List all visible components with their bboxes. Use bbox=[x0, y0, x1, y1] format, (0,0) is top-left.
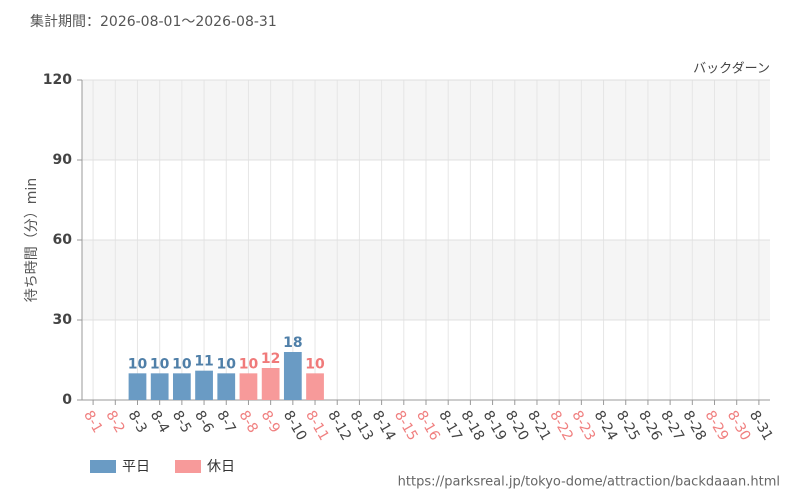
value-label: 10 bbox=[172, 356, 192, 372]
y-tick-label: 0 bbox=[62, 392, 72, 408]
y-tick-label: 60 bbox=[53, 232, 73, 248]
legend-swatch bbox=[175, 460, 201, 473]
x-tick-label: 8-7 bbox=[213, 408, 238, 436]
value-label: 11 bbox=[194, 354, 213, 370]
value-label: 10 bbox=[150, 356, 170, 372]
y-tick-label: 90 bbox=[53, 152, 73, 168]
value-label: 10 bbox=[217, 356, 237, 372]
bar bbox=[150, 373, 169, 400]
x-tick-label: 8-31 bbox=[746, 408, 776, 444]
value-label: 10 bbox=[128, 356, 148, 372]
bar bbox=[261, 368, 280, 400]
bar bbox=[283, 352, 302, 400]
legend-swatch bbox=[90, 460, 116, 473]
value-label: 10 bbox=[239, 356, 259, 372]
x-tick-label: 8-1 bbox=[80, 408, 105, 436]
legend-label: 休日 bbox=[207, 459, 235, 475]
source-url: https://parksreal.jp/tokyo-dome/attracti… bbox=[398, 475, 780, 490]
y-tick-label: 30 bbox=[53, 312, 73, 328]
y-tick-label: 120 bbox=[43, 72, 72, 88]
x-tick-label: 8-4 bbox=[147, 408, 172, 436]
value-label: 12 bbox=[261, 351, 280, 367]
bar bbox=[217, 373, 236, 400]
bar bbox=[128, 373, 147, 400]
x-tick-label: 8-2 bbox=[102, 408, 127, 436]
x-tick-label: 8-3 bbox=[125, 408, 150, 436]
value-label: 10 bbox=[305, 356, 325, 372]
x-tick-label: 8-9 bbox=[258, 408, 283, 436]
x-tick-label: 8-5 bbox=[169, 408, 194, 436]
y-axis-label: 待ち時間（分）min bbox=[24, 178, 40, 302]
x-tick-label: 8-8 bbox=[236, 408, 261, 436]
bar bbox=[306, 373, 324, 400]
bar bbox=[172, 373, 191, 400]
bar bbox=[195, 370, 213, 400]
annotation: バックダーン bbox=[693, 62, 770, 77]
bar bbox=[239, 373, 258, 400]
chart-subtitle: 集計期間：2026-08-01～2026-08-31 bbox=[30, 13, 277, 30]
legend-label: 平日 bbox=[122, 459, 150, 475]
value-label: 18 bbox=[283, 335, 302, 351]
x-tick-label: 8-6 bbox=[191, 408, 216, 436]
